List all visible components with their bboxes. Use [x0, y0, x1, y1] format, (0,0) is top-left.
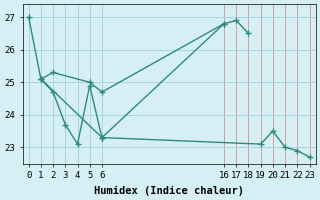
X-axis label: Humidex (Indice chaleur): Humidex (Indice chaleur)	[94, 186, 244, 196]
